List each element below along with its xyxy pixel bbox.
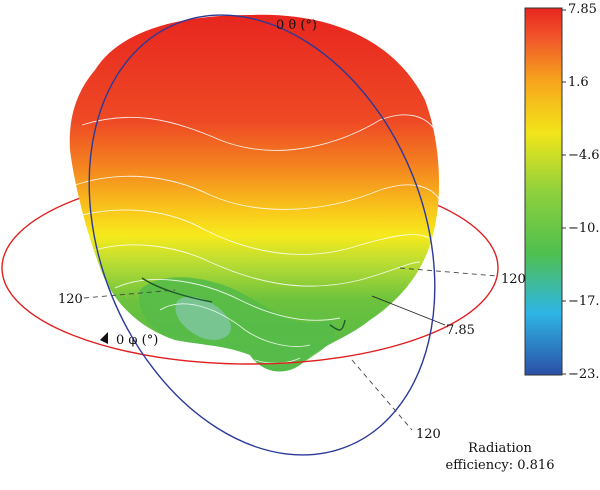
colorbar-tick-marks [562, 9, 566, 375]
left-120-label: 120 [58, 292, 83, 307]
theta-axis-label: 0 θ (°) [276, 18, 318, 33]
phi-arrow-marker [100, 332, 108, 344]
colorbar-tick-label: −4.65 [568, 148, 600, 163]
colorbar-tick-label: 7.85 [568, 2, 597, 17]
axis-guides [83, 267, 498, 431]
bottom-120-label: 120 [416, 427, 441, 442]
colorbar-tick-label: −10.9 [568, 221, 600, 236]
contour-lines [74, 114, 441, 364]
radiation-efficiency-caption: Radiation efficiency: 0.816 [440, 440, 560, 474]
efficiency-line-1: Radiation [468, 441, 532, 456]
efficiency-line-2: efficiency: 0.816 [445, 458, 555, 473]
meridian-ring [88, 14, 436, 456]
max-gain-label: 7.85 [446, 323, 475, 338]
equator-ring-front [1, 267, 499, 365]
colorbar-tick-label: −17.2 [568, 294, 600, 309]
surface-seams [141, 277, 346, 331]
pattern-null-region [175, 296, 232, 340]
colorbar [524, 7, 563, 376]
colorbar-tick-label: −23.4 [568, 367, 600, 382]
right-120-label: 120 [501, 272, 526, 287]
phi-axis-label: 0 φ (°) [116, 333, 159, 348]
colorbar-tick-label: 1.6 [568, 75, 589, 90]
